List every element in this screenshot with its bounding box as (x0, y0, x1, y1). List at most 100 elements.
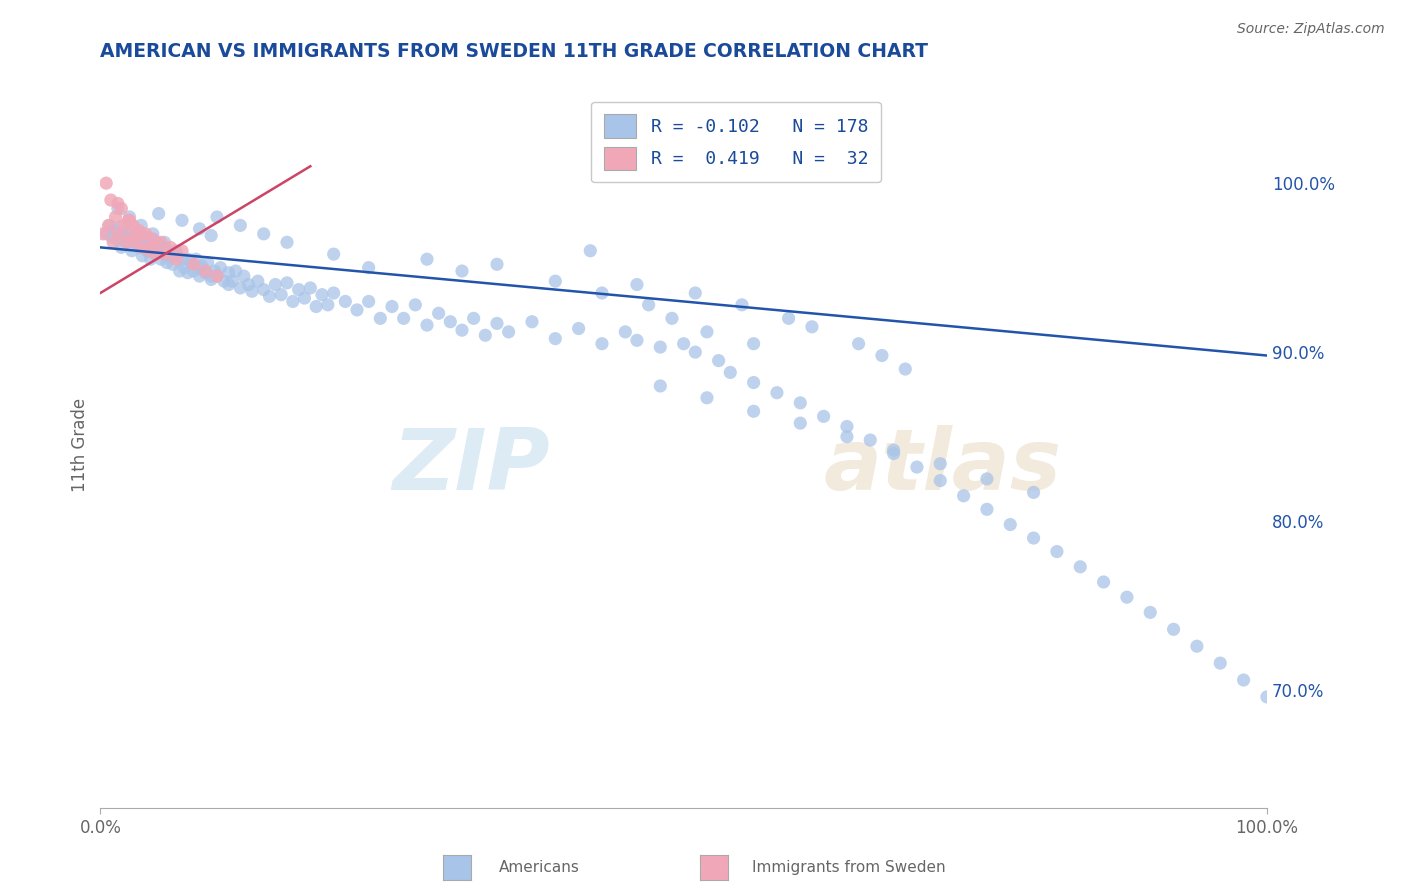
Point (200, 269, 222, 284)
Point (742, 336, 765, 351)
Point (145, 247, 167, 261)
Point (240, 285, 263, 299)
Point (96, 227, 118, 241)
Point (177, 252, 200, 267)
Point (165, 244, 187, 258)
Point (264, 277, 287, 292)
Point (145, 235, 167, 250)
Point (188, 260, 211, 275)
Point (205, 269, 228, 284)
Point (218, 266, 240, 280)
Point (165, 247, 187, 261)
Point (661, 311, 683, 326)
Point (287, 283, 309, 297)
Point (184, 252, 207, 267)
Point (128, 223, 150, 237)
Point (894, 362, 917, 376)
Point (173, 260, 195, 275)
Point (707, 353, 730, 368)
Point (451, 323, 474, 337)
Point (976, 502, 998, 516)
Point (685, 345, 707, 359)
Point (859, 433, 882, 447)
Point (107, 234, 129, 248)
Point (789, 396, 811, 410)
Point (870, 349, 893, 363)
Point (96, 176, 118, 190)
Point (1256, 690, 1278, 704)
Point (156, 244, 179, 258)
Point (416, 252, 439, 267)
Point (357, 294, 380, 309)
Point (91, 227, 114, 241)
Point (1139, 606, 1161, 620)
Point (129, 219, 152, 233)
Point (381, 300, 404, 314)
Point (1069, 559, 1091, 574)
Point (357, 260, 380, 275)
Point (626, 334, 648, 348)
Point (225, 264, 247, 278)
Point (124, 235, 146, 250)
Point (128, 240, 150, 254)
Point (98, 219, 121, 233)
Point (191, 259, 214, 273)
Point (183, 257, 205, 271)
Point (129, 230, 152, 244)
Point (591, 336, 613, 351)
Point (170, 213, 193, 227)
Point (97, 219, 120, 233)
Point (229, 281, 252, 295)
Point (439, 315, 461, 329)
Point (120, 230, 142, 244)
Point (322, 247, 344, 261)
Point (183, 264, 205, 278)
Point (451, 264, 474, 278)
Point (626, 277, 648, 292)
Point (122, 219, 145, 233)
Point (305, 300, 328, 314)
Point (152, 240, 174, 254)
Point (322, 285, 344, 300)
Point (221, 274, 243, 288)
Point (100, 193, 122, 207)
Point (205, 210, 228, 224)
Point (238, 277, 260, 292)
Point (474, 328, 496, 343)
Point (591, 285, 613, 300)
Point (485, 257, 508, 271)
Point (568, 321, 591, 335)
Point (188, 269, 211, 284)
Point (150, 235, 173, 250)
Point (170, 244, 193, 258)
Point (253, 227, 276, 241)
Point (209, 260, 232, 275)
Point (194, 266, 217, 280)
Point (813, 409, 835, 424)
Point (155, 247, 177, 261)
Point (650, 340, 672, 354)
Point (281, 294, 304, 309)
Point (118, 223, 141, 237)
Point (696, 391, 718, 405)
Text: Immigrants from Sweden: Immigrants from Sweden (752, 861, 946, 875)
Point (952, 489, 974, 503)
Point (107, 202, 129, 216)
Point (929, 457, 952, 471)
Point (579, 244, 602, 258)
Point (205, 269, 228, 284)
Point (142, 227, 165, 241)
Point (778, 311, 800, 326)
Point (148, 244, 170, 258)
Point (253, 283, 276, 297)
Text: AMERICAN VS IMMIGRANTS FROM SWEDEN 11TH GRADE CORRELATION CHART: AMERICAN VS IMMIGRANTS FROM SWEDEN 11TH … (100, 42, 928, 61)
Point (108, 220, 131, 235)
Point (117, 213, 139, 227)
Point (637, 298, 659, 312)
Point (138, 244, 160, 258)
Point (156, 255, 179, 269)
Point (520, 315, 543, 329)
Point (136, 244, 159, 258)
Point (614, 325, 637, 339)
Point (143, 247, 166, 261)
